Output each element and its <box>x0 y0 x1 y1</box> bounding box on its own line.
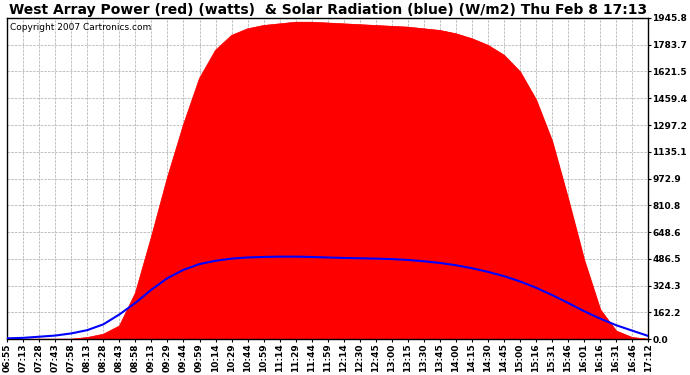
Text: Copyright 2007 Cartronics.com: Copyright 2007 Cartronics.com <box>10 23 152 32</box>
Title: West Array Power (red) (watts)  & Solar Radiation (blue) (W/m2) Thu Feb 8 17:13: West Array Power (red) (watts) & Solar R… <box>8 3 647 17</box>
